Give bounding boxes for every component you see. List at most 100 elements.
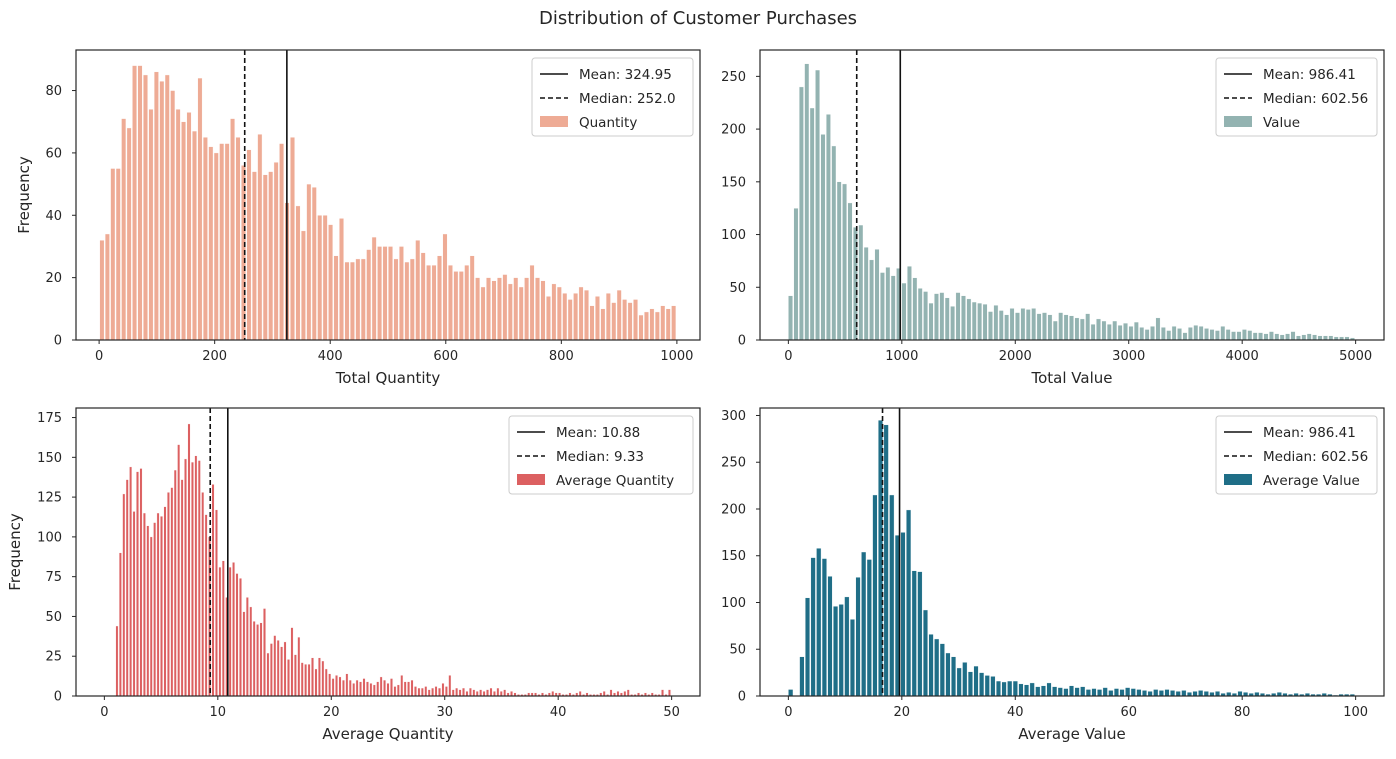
histogram-bar: [820, 134, 826, 341]
histogram-bar: [939, 643, 945, 697]
histogram-bar: [1142, 690, 1148, 697]
histogram-bar: [1317, 335, 1323, 341]
histogram-bar: [1046, 682, 1052, 697]
histogram-bar: [1170, 690, 1176, 697]
histogram-bar: [480, 286, 486, 341]
histogram-bar: [1117, 325, 1123, 341]
histogram-bar: [885, 267, 891, 341]
histogram-bar: [535, 277, 540, 341]
histogram-bar: [232, 562, 236, 697]
histogram-bar: [317, 657, 321, 697]
histogram-bar: [300, 662, 304, 697]
x-tick-label: 800: [549, 349, 574, 364]
histogram-bar: [809, 107, 815, 341]
histogram-bar: [934, 638, 940, 697]
histogram-bar: [235, 137, 241, 341]
histogram-bar: [492, 691, 496, 697]
histogram-bar: [1323, 335, 1328, 341]
histogram-bar: [489, 687, 493, 697]
y-axis-label: Frequency: [6, 513, 24, 591]
histogram-bar: [810, 557, 816, 697]
histogram-bar: [390, 678, 393, 697]
histogram-bar: [1068, 685, 1075, 697]
histogram-bar: [917, 571, 923, 697]
x-tick-label: 30: [436, 705, 453, 720]
histogram-bar: [455, 687, 459, 697]
y-tick-label: 60: [45, 146, 62, 161]
histogram-bar: [595, 296, 600, 341]
histogram-bar: [186, 112, 192, 341]
y-tick-label: 150: [721, 175, 746, 190]
histogram-bar: [1166, 330, 1172, 341]
y-tick-label: 0: [738, 334, 746, 349]
histogram-bar: [1133, 321, 1139, 341]
legend-box: [508, 415, 694, 495]
histogram-bar: [878, 419, 884, 697]
x-axis-label: Total Value: [1031, 369, 1113, 387]
y-tick-label: 300: [721, 409, 746, 424]
histogram-bar: [858, 224, 864, 341]
histogram-bar: [616, 691, 620, 697]
axes-frame: [759, 49, 1385, 341]
histogram-bar: [1035, 686, 1041, 697]
histogram-bar: [388, 246, 393, 341]
histogram-bar: [400, 675, 404, 697]
histogram-bar: [153, 71, 159, 341]
histogram-average-quantity: 0 10 20 30 40 50 0 25 50 75 100 125 150 175 Average Qu…: [6, 407, 701, 743]
histogram-bar: [441, 683, 445, 697]
histogram-bar: [280, 646, 284, 697]
histogram-bar: [578, 691, 582, 697]
y-tick-label: 0: [738, 690, 746, 705]
histogram-bar: [164, 74, 170, 341]
histogram-bar: [410, 679, 414, 697]
legend-label: Average Quantity: [556, 473, 674, 489]
histogram-bar: [417, 687, 421, 697]
y-tick-label: 200: [721, 502, 746, 517]
histogram-bar: [1125, 687, 1131, 697]
histogram-bar: [1164, 689, 1170, 697]
histogram-bar: [623, 691, 627, 697]
histogram-bar: [928, 302, 934, 341]
histogram-bar: [293, 654, 297, 697]
histogram-bar: [180, 479, 184, 697]
histogram-bar: [431, 687, 435, 697]
y-tick-label: 0: [54, 690, 62, 705]
histogram-bar: [221, 560, 225, 697]
histogram-bar: [173, 469, 177, 697]
histogram-bar: [431, 264, 437, 341]
histogram-bar: [855, 577, 861, 697]
histogram-bar: [1150, 326, 1155, 341]
histogram-bar: [311, 187, 317, 341]
y-tick-label: 200: [721, 123, 746, 138]
legend-label: Average Value: [1263, 473, 1360, 489]
histogram-bar: [1214, 330, 1220, 341]
x-tick-label: 2000: [999, 349, 1032, 364]
histogram-bar: [1057, 687, 1063, 697]
histogram-bar: [349, 261, 355, 341]
x-tick-label: 10: [210, 705, 227, 720]
histogram-bar: [321, 660, 325, 697]
histogram-bar: [143, 74, 148, 341]
histogram-bar: [1177, 328, 1182, 341]
histogram-bar: [352, 683, 356, 697]
histogram-bar: [404, 261, 410, 341]
x-tick-label: 4000: [1226, 349, 1259, 364]
histogram-bar: [339, 218, 344, 341]
legend: Mean: 986.41 Median: 602.56 Average Value: [1215, 415, 1378, 495]
legend-bar-swatch: [1224, 116, 1252, 127]
histogram-bar: [838, 604, 844, 697]
histogram-bar: [1192, 691, 1198, 697]
histogram-bar: [132, 65, 138, 341]
histogram-bar: [333, 255, 339, 341]
histogram-bar: [129, 466, 133, 697]
histogram-bar: [883, 424, 889, 697]
histogram-bar: [328, 224, 334, 341]
histogram-bar: [447, 264, 453, 341]
legend-box: [531, 57, 694, 137]
histogram-bar: [1024, 684, 1030, 697]
histogram-bar: [279, 143, 285, 341]
histogram-bar: [369, 683, 373, 697]
histogram-bar: [1004, 314, 1010, 341]
histogram-bar: [1160, 327, 1166, 341]
histogram-bar: [1040, 685, 1046, 697]
